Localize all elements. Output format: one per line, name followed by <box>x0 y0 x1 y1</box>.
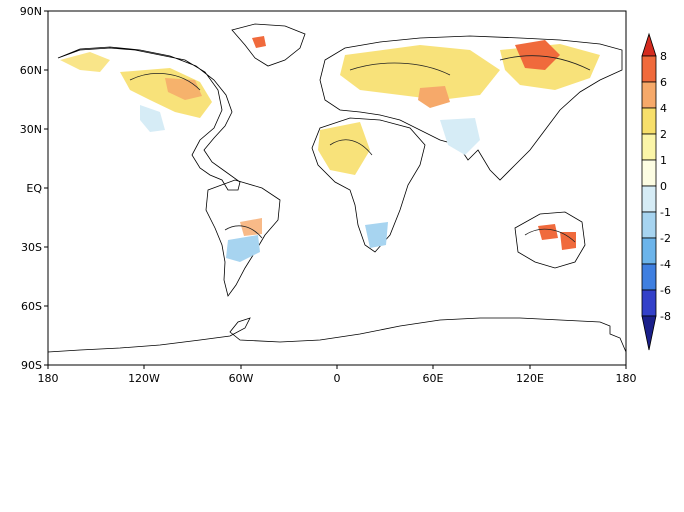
contour-line <box>524 228 576 243</box>
colorbar-segment <box>641 185 657 213</box>
colorbar-label: 8 <box>660 50 667 63</box>
lat-tick-label: 90S <box>21 359 42 372</box>
colorbar-segment <box>641 159 657 187</box>
colorbar-segment <box>641 289 657 317</box>
contour-line <box>349 62 451 76</box>
australia-hot-2 <box>560 232 576 250</box>
south-africa-cool <box>365 222 388 248</box>
colorbar-label: 0 <box>660 180 667 193</box>
colorbar-label: 4 <box>660 102 667 115</box>
colorbar-label: -1 <box>660 206 671 219</box>
sa-cool <box>226 235 260 262</box>
lon-tick-label: 60W <box>229 372 254 385</box>
greenland-hot <box>252 36 266 48</box>
colorbar-segment <box>641 237 657 265</box>
map-fields <box>47 23 627 353</box>
colorbar-label: -4 <box>660 258 671 271</box>
colorbar-label: -2 <box>660 232 671 245</box>
contour-line <box>129 73 201 91</box>
colorbar-segment <box>641 133 657 161</box>
lat-tick-label: 90N <box>20 5 42 18</box>
colorbar-segment <box>641 55 657 83</box>
colorbar-segment <box>641 211 657 239</box>
colorbar-segment <box>641 263 657 291</box>
contour-line <box>499 55 591 71</box>
colorbar-label: 6 <box>660 76 667 89</box>
lon-axis: 180 120W 60W 0 60E 120E 180 <box>38 365 637 385</box>
colorbar-label: 1 <box>660 154 667 167</box>
na-cool-patch <box>140 105 165 132</box>
australia <box>514 211 586 269</box>
north-america-landmass <box>57 46 241 191</box>
lat-tick-label: 30S <box>21 241 42 254</box>
lon-tick-label: 180 <box>616 372 637 385</box>
lon-tick-label: 180 <box>38 372 59 385</box>
eurasia <box>319 35 623 181</box>
lat-tick-label: EQ <box>26 182 42 195</box>
colorbar-label: 2 <box>660 128 667 141</box>
eurasia-warm-1 <box>340 45 500 100</box>
lat-tick-label: 60S <box>21 300 42 313</box>
lat-tick-label: 60N <box>20 64 42 77</box>
lon-tick-label: 60E <box>423 372 444 385</box>
central-asia-patch <box>418 86 450 108</box>
na-west-warm <box>60 52 110 72</box>
africa-warm <box>318 122 370 175</box>
south-america <box>205 179 281 297</box>
colorbar-bottom-triangle <box>641 315 657 351</box>
contour-line <box>329 139 373 156</box>
lon-tick-label: 0 <box>334 372 341 385</box>
colorbar-top-triangle <box>641 32 657 57</box>
lat-tick-label: 30N <box>20 123 42 136</box>
lat-axis: 90N 60N 30N EQ 30S 60S 90S <box>20 5 48 372</box>
colorbar-label: -8 <box>660 310 671 323</box>
contour-line <box>224 225 263 239</box>
colorbar-segment <box>641 81 657 109</box>
colorbar-segment <box>641 107 657 135</box>
colorbar-label: -6 <box>660 284 671 297</box>
sa-warm <box>240 218 262 236</box>
antarctica <box>47 317 627 353</box>
colorbar: 8 6 4 2 1 0 -1 -2 -4 -6 -8 <box>641 32 671 351</box>
australia-hot-1 <box>538 224 558 240</box>
india-cool <box>440 118 480 155</box>
lon-tick-label: 120W <box>128 372 160 385</box>
lon-tick-label: 120E <box>516 372 544 385</box>
greenland <box>231 23 306 67</box>
siberia-hot <box>515 40 560 70</box>
